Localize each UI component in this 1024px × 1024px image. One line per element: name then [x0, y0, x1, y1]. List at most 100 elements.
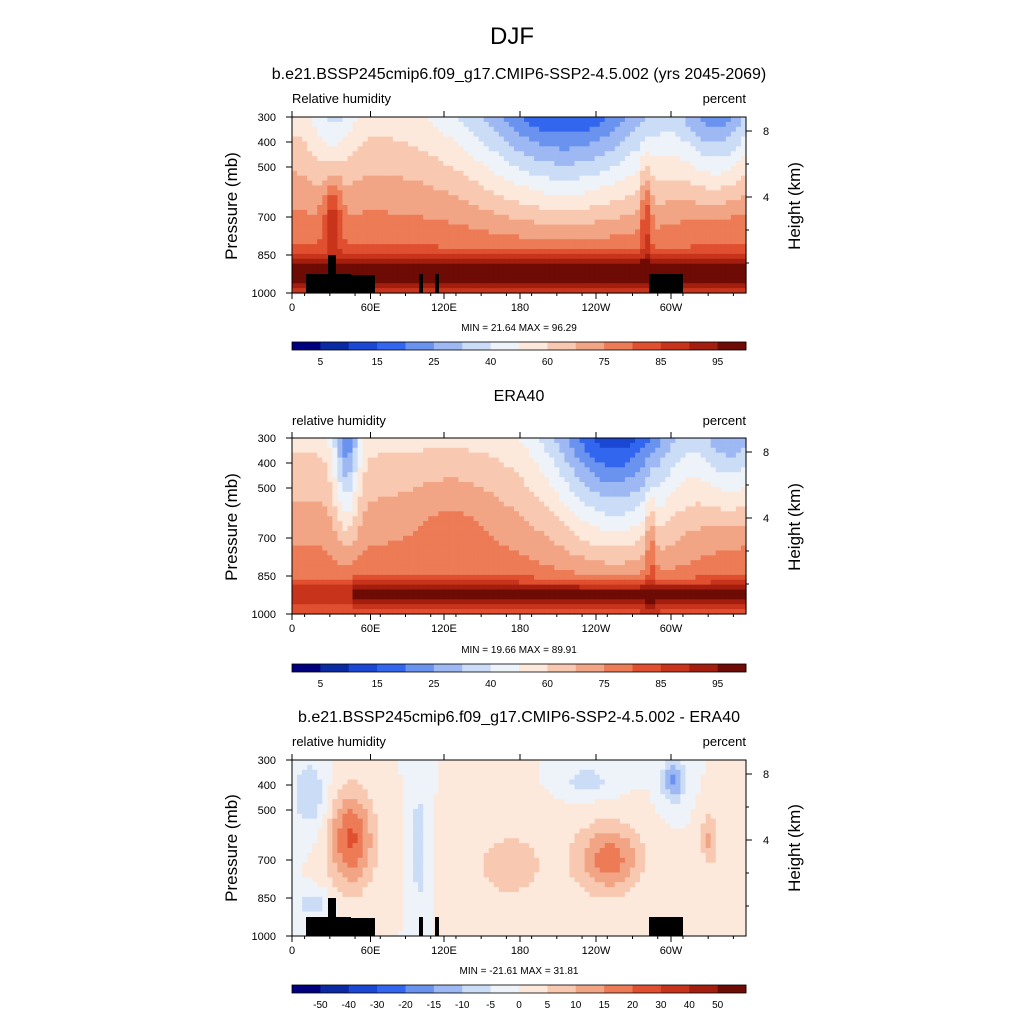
- field-cell: [448, 200, 455, 206]
- field-cell: [387, 521, 394, 527]
- field-cell: [700, 136, 707, 143]
- field-cell: [715, 117, 722, 123]
- field-cell: [302, 117, 308, 123]
- panel-1: b.e21.BSSP245cmip6.f09_g17.CMIP6-SSP2-4.…: [222, 66, 804, 334]
- field-cell: [730, 491, 737, 498]
- field-cell: [645, 156, 651, 162]
- field-cell: [332, 209, 338, 216]
- field-cell: [609, 214, 616, 221]
- field-cell: [710, 486, 717, 493]
- colorbar-swatch: [660, 342, 690, 350]
- field-cell: [478, 185, 485, 191]
- field-cell: [488, 190, 495, 196]
- field-cell: [599, 268, 606, 275]
- field-cell: [645, 273, 651, 279]
- field-cell: [483, 209, 490, 216]
- field-cell: [458, 278, 465, 284]
- field-cell: [367, 126, 374, 133]
- field-cell: [433, 482, 439, 488]
- field-cell: [352, 239, 359, 245]
- field-cell: [408, 482, 414, 488]
- field-cell: [488, 482, 495, 488]
- field-cell: [599, 180, 606, 187]
- field-cell: [332, 161, 338, 167]
- field-cell: [463, 161, 470, 167]
- field-cell: [428, 462, 434, 468]
- field-cell: [715, 205, 722, 211]
- field-cell: [529, 219, 535, 226]
- field-cell: [650, 200, 656, 206]
- field-cell: [670, 521, 676, 527]
- field-cell: [488, 234, 495, 240]
- field-cell: [534, 180, 540, 187]
- field-cell: [397, 491, 404, 498]
- field-cell: [660, 200, 666, 206]
- field-cell: [377, 224, 384, 231]
- field-cell: [413, 283, 419, 289]
- field-cell: [529, 195, 535, 201]
- field-cell: [584, 131, 591, 138]
- field-cell: [574, 452, 581, 459]
- field-cell: [493, 200, 500, 206]
- field-cell: [473, 175, 480, 182]
- field-cell: [624, 180, 631, 187]
- field-cell: [725, 165, 732, 172]
- field-cell: [352, 496, 359, 503]
- field-cell: [655, 209, 661, 216]
- field-cell: [559, 214, 565, 221]
- field-cell: [508, 249, 515, 255]
- field-cell: [604, 209, 611, 216]
- field-cell: [715, 253, 722, 260]
- field-cell: [645, 447, 651, 454]
- field-cell: [317, 239, 323, 245]
- field-cell: [402, 185, 409, 191]
- field-cell: [584, 156, 591, 162]
- field-cell: [327, 209, 333, 216]
- field-cell: [534, 447, 540, 454]
- field-cell: [443, 126, 449, 133]
- field-cell: [498, 131, 505, 138]
- field-cell: [493, 438, 500, 444]
- field-cell: [650, 258, 656, 265]
- field-cell: [705, 438, 712, 444]
- field-cell: [317, 447, 323, 454]
- field-cell: [302, 258, 308, 265]
- field-cell: [397, 239, 404, 245]
- field-cell: [297, 457, 303, 464]
- field-cell: [730, 511, 737, 517]
- field-cell: [645, 234, 651, 240]
- field-cell: [513, 214, 520, 221]
- field-cell: [650, 462, 656, 468]
- field-cell: [483, 511, 490, 517]
- field-cell: [549, 511, 555, 517]
- field-cell: [463, 283, 470, 289]
- field-cell: [438, 234, 444, 240]
- field-cell: [695, 170, 702, 177]
- field-cell: [352, 190, 359, 196]
- field-cell: [448, 506, 455, 512]
- field-cell: [655, 185, 661, 191]
- field-cell: [312, 229, 318, 235]
- field-cell: [382, 268, 389, 275]
- field-cell: [307, 190, 313, 196]
- field-cell: [488, 278, 495, 284]
- field-cell: [347, 447, 354, 454]
- field-cell: [377, 511, 384, 517]
- field-cell: [357, 452, 364, 459]
- field-cell: [539, 165, 545, 172]
- field-cell: [670, 457, 676, 464]
- field-cell: [413, 249, 419, 255]
- field-cell: [377, 442, 384, 449]
- field-cell: [695, 146, 702, 152]
- field-cell: [524, 288, 530, 294]
- field-cell: [438, 165, 444, 172]
- field-cell: [529, 156, 535, 162]
- field-cell: [730, 438, 737, 444]
- field-cell: [619, 447, 626, 454]
- field-cell: [635, 234, 641, 240]
- field-cell: [705, 234, 712, 240]
- field-cell: [352, 526, 359, 532]
- field-cell: [508, 447, 515, 454]
- field-cell: [529, 253, 535, 260]
- field-cell: [735, 161, 742, 167]
